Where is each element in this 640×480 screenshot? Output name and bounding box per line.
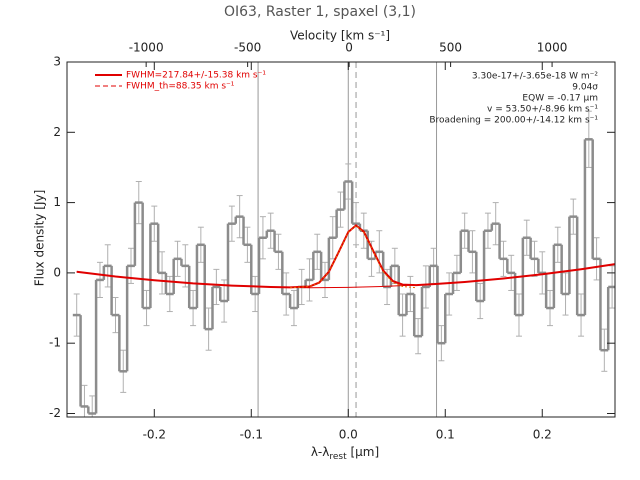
- x-tick-label: 0.0: [339, 428, 358, 442]
- x-tick-label: 0.2: [533, 428, 552, 442]
- y-tick-label: 1: [53, 195, 61, 209]
- legend-label: FWHM_th=88.35 km s⁻¹: [126, 82, 235, 92]
- annotation: 9.04σ: [572, 83, 598, 93]
- annotation: EQW = -0.17 μm: [522, 94, 598, 104]
- x-axis-label-unit: [μm]: [347, 445, 380, 459]
- x2-tick-label: -1000: [129, 41, 164, 55]
- x-axis-label-sub: rest: [329, 452, 347, 462]
- annotation: Broadening = 200.00+/-14.12 km s⁻¹: [429, 116, 598, 126]
- y-tick-label: -1: [49, 336, 61, 350]
- y-axis-label: Flux density [Jy]: [33, 190, 47, 287]
- y-tick-label: -2: [49, 406, 61, 420]
- annotation: 3.30e-17+/-3.65e-18 W m⁻²: [472, 72, 599, 82]
- x-tick-label: -0.1: [240, 428, 263, 442]
- x2-tick-label: 500: [439, 41, 462, 55]
- y-tick-label: 0: [53, 265, 61, 279]
- x-tick-label: 0.1: [436, 428, 455, 442]
- x-tick-label: -0.2: [143, 428, 166, 442]
- annotation: v = 53.50+/-8.96 km s⁻¹: [487, 105, 598, 115]
- x2-tick-label: -500: [234, 41, 261, 55]
- fit-curve: [290, 225, 417, 289]
- x-axis-label: λ-λrest [μm]: [311, 445, 379, 462]
- x2-tick-label: 0: [345, 41, 353, 55]
- plot-frame: [66, 61, 616, 418]
- y-tick-label: 2: [53, 125, 61, 139]
- x2-tick-label: 1000: [537, 41, 568, 55]
- chart-title: OI63, Raster 1, spaxel (3,1): [224, 4, 416, 20]
- x-axis-label-main: λ-λ: [311, 445, 330, 459]
- y-tick-label: 3: [53, 55, 61, 69]
- x2-axis-label: Velocity [km s⁻¹]: [290, 29, 390, 43]
- legend-label: FWHM=217.84+/-15.38 km s⁻¹: [126, 71, 266, 81]
- fit-curve: [76, 263, 616, 289]
